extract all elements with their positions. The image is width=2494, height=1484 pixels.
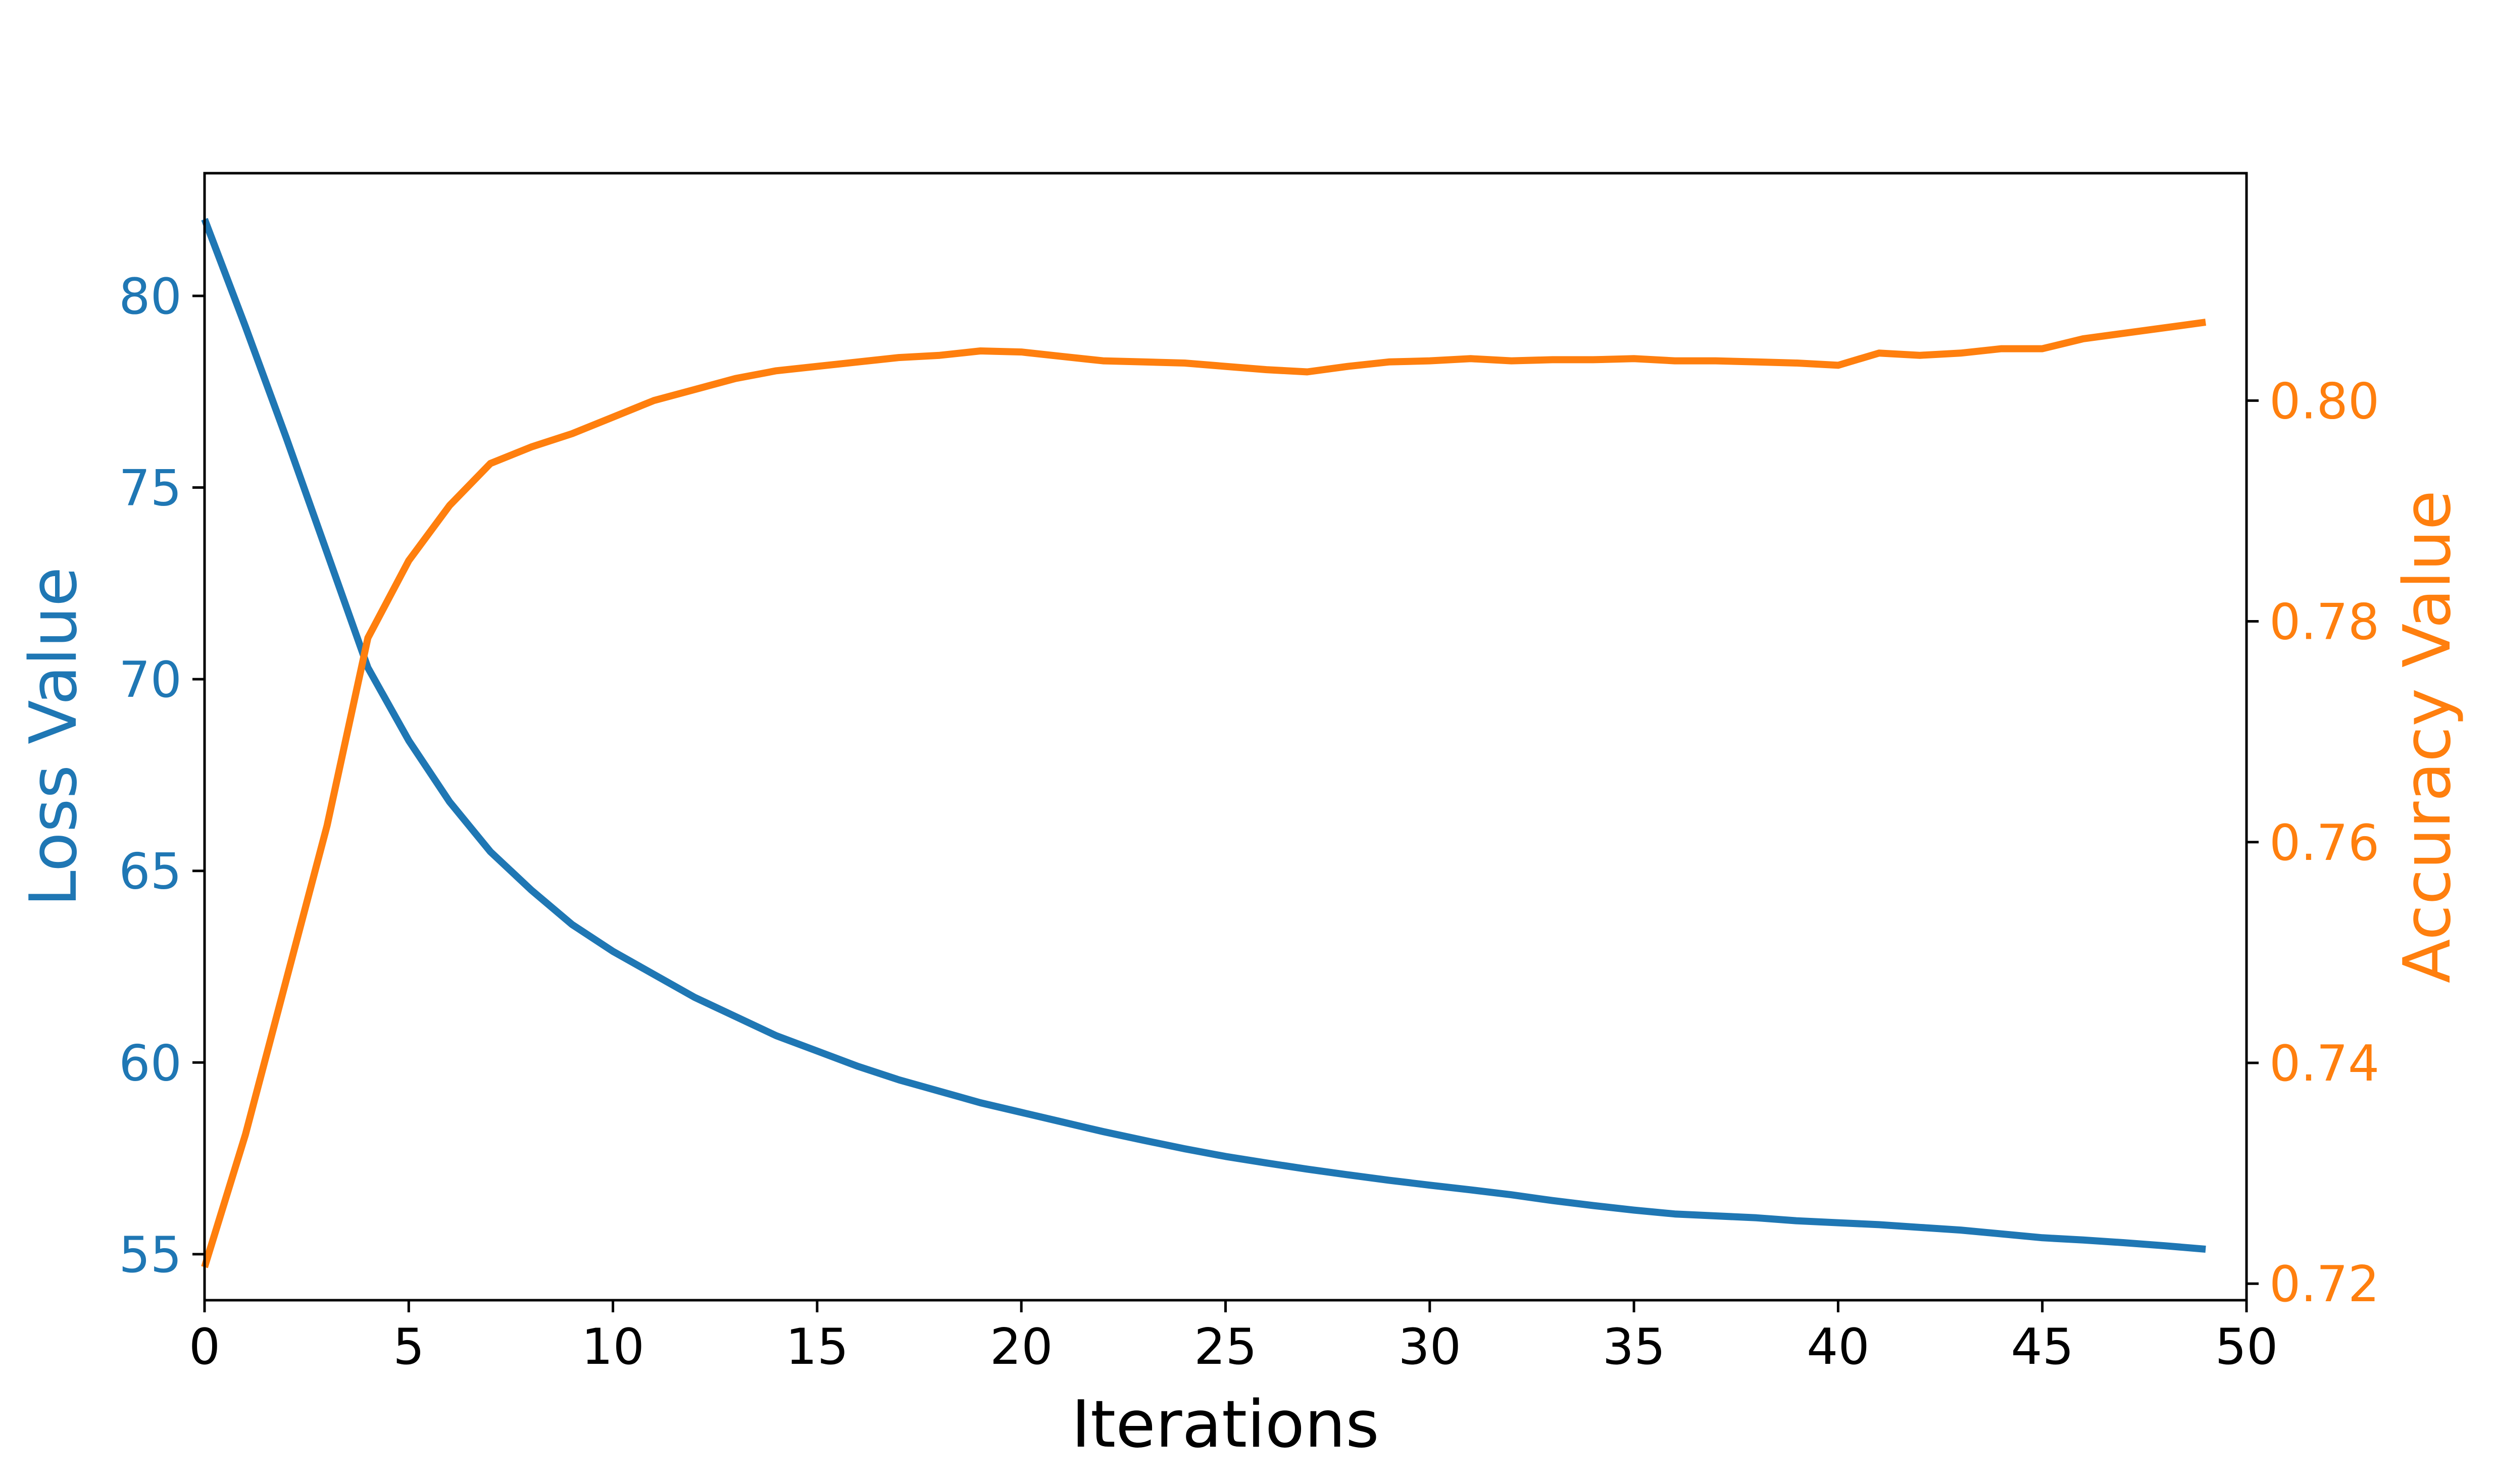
y-left-tick-label: 75 [119, 460, 182, 518]
y-right-tick-label: 0.74 [2269, 1035, 2379, 1093]
x-tick-label: 25 [1194, 1318, 1257, 1376]
x-tick-label: 0 [189, 1318, 220, 1376]
loss-series-line [201, 218, 2206, 1253]
x-tick-label: 15 [786, 1318, 849, 1376]
y-left-tick-label: 65 [119, 843, 182, 901]
y-right-tick-label: 0.72 [2269, 1256, 2379, 1313]
x-tick-label: 50 [2215, 1318, 2278, 1376]
ticks-layer: 0 5 10 15 20 25 30 35 40 45 50 55 60 65 70 75 80 0.72 0.74… [119, 268, 2379, 1376]
x-tick-label: 10 [581, 1318, 644, 1376]
y-left-tick-label: 60 [119, 1035, 182, 1092]
y-right-tick-label: 0.76 [2269, 814, 2379, 872]
x-axis-label: Iterations [1071, 1387, 1379, 1462]
x-tick-label: 40 [1807, 1318, 1870, 1376]
x-tick-label: 20 [990, 1318, 1053, 1376]
plot-background [205, 173, 2247, 1300]
y-right-tick-label: 0.80 [2269, 373, 2379, 430]
x-tick-label: 30 [1398, 1318, 1461, 1376]
series-layer [201, 218, 2207, 1268]
x-tick-label: 5 [393, 1318, 424, 1376]
y-right-tick-label: 0.78 [2269, 594, 2379, 651]
y-axis-right-label: Accuracy Value [2390, 490, 2465, 984]
y-left-tick-label: 80 [119, 268, 182, 326]
plot-frame [203, 172, 2248, 1302]
accuracy-series-line [201, 319, 2207, 1268]
x-tick-label: 45 [2011, 1318, 2074, 1376]
y-left-tick-label: 70 [119, 651, 182, 709]
y-left-tick-label: 55 [119, 1226, 182, 1284]
x-tick-label: 35 [1603, 1318, 1666, 1376]
y-axis-left-label: Loss Value [16, 567, 91, 907]
